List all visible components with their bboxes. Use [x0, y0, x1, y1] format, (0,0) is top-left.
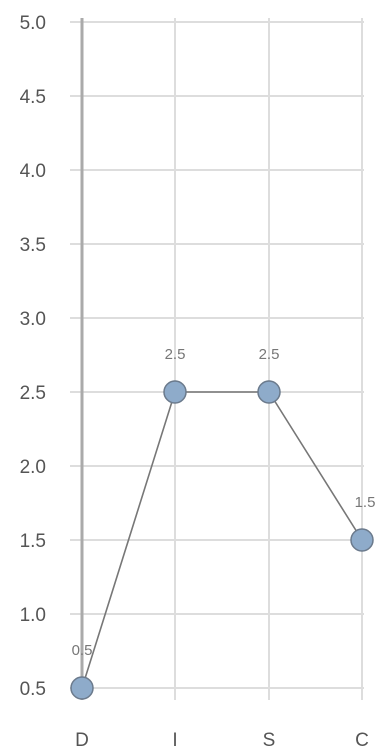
x-tick-label: D — [75, 730, 89, 748]
y-tick-label: 1.5 — [20, 531, 46, 552]
data-label: 2.5 — [165, 346, 186, 363]
series-line — [81, 391, 363, 689]
y-tick-label: 0.5 — [20, 679, 46, 700]
y-tick-label: 3.5 — [20, 235, 46, 256]
x-tick-label: S — [263, 730, 276, 748]
data-points — [70, 380, 374, 700]
y-axis-tick-labels: 0.5 1.0 1.5 2.0 2.5 3.0 3.5 4.0 4.5 5.0 — [20, 13, 46, 700]
y-tick-label: 4.0 — [20, 161, 46, 182]
x-tick-label: I — [172, 730, 177, 748]
data-labels: 0.5 2.5 2.5 1.5 — [72, 346, 376, 659]
data-label: 0.5 — [72, 642, 93, 659]
data-point[interactable] — [350, 528, 374, 552]
y-tick-label: 3.0 — [20, 309, 46, 330]
y-tick-label: 2.5 — [20, 383, 46, 404]
grid-lines — [70, 18, 364, 700]
data-label: 2.5 — [259, 346, 280, 363]
y-tick-label: 5.0 — [20, 13, 46, 34]
data-point[interactable] — [163, 380, 187, 404]
series-line-path — [81, 391, 363, 689]
y-tick-label: 1.0 — [20, 605, 46, 626]
data-label: 1.5 — [355, 494, 376, 511]
y-tick-label: 2.0 — [20, 457, 46, 478]
data-point[interactable] — [70, 676, 94, 700]
data-point[interactable] — [257, 380, 281, 404]
x-tick-label: C — [355, 730, 369, 748]
y-tick-label: 4.5 — [20, 87, 46, 108]
